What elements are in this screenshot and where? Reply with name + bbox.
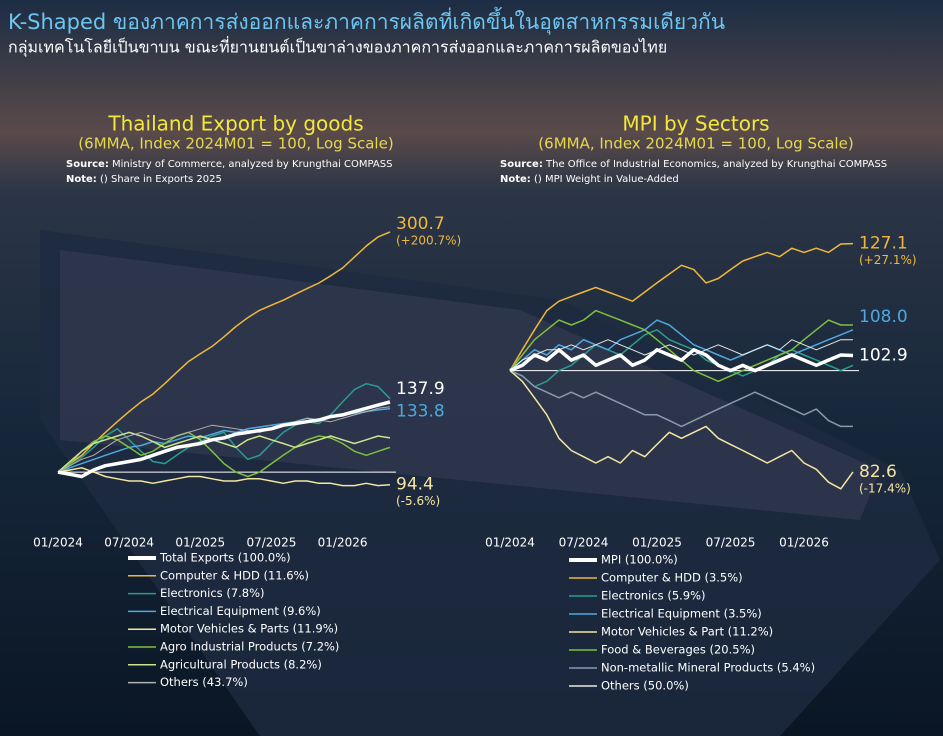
source: Source: The Office of Industrial Economi… xyxy=(500,159,887,170)
series-line xyxy=(57,382,391,473)
series-line xyxy=(57,400,391,479)
legend-label: Food & Beverages (20.5%) xyxy=(601,643,755,657)
note-text: () MPI Weight in Value-Added xyxy=(531,174,679,185)
series-line xyxy=(509,242,854,371)
legend-label: Agro Industrial Products (7.2%) xyxy=(160,640,339,654)
chart-title: MPI by Sectors xyxy=(622,112,769,136)
note-text: () Share in Exports 2025 xyxy=(97,174,222,185)
end-value-label: 137.9 xyxy=(396,379,445,399)
end-change-label: (+27.1%) xyxy=(859,253,917,267)
x-tick-label: 01/2025 xyxy=(632,536,682,550)
legend-label: Total Exports (100.0%) xyxy=(159,551,291,565)
x-tick-label: 01/2025 xyxy=(175,536,225,550)
series-line xyxy=(509,370,854,490)
series-line xyxy=(57,406,391,473)
source-label: Source: xyxy=(500,159,543,170)
end-value-label: 94.4 xyxy=(396,475,434,495)
chart-subtitle: (6MMA, Index 2024M01 = 100, Log Scale) xyxy=(78,135,393,153)
legend-label: Computer & HDD (11.6%) xyxy=(160,568,309,582)
legend-label: MPI (100.0%) xyxy=(601,553,678,567)
legend-label: Electronics (5.9%) xyxy=(601,589,706,603)
x-tick-label: 07/2024 xyxy=(104,536,154,550)
legend-label: Others (50.0%) xyxy=(601,679,689,693)
legend-label: Others (43.7%) xyxy=(160,675,248,689)
end-value-label: 300.7 xyxy=(396,214,445,234)
source-text: Ministry of Commerce, analyzed by Krungt… xyxy=(109,159,393,170)
legend-label: Computer & HDD (3.5%) xyxy=(601,571,743,585)
end-change-label: (-17.4%) xyxy=(859,481,911,495)
end-value-label: 102.9 xyxy=(859,345,908,365)
x-tick-label: 01/2026 xyxy=(779,536,829,550)
note: Note: () Share in Exports 2025 xyxy=(66,174,222,185)
source-text: The Office of Industrial Economics, anal… xyxy=(543,159,887,170)
end-change-label: (-5.6%) xyxy=(396,494,440,508)
legend-label: Motor Vehicles & Part (11.2%) xyxy=(601,625,773,639)
header-title: K-Shaped ของภาคการส่งออกและภาคการผลิตที่… xyxy=(8,7,725,35)
x-tick-label: 01/2024 xyxy=(33,536,83,550)
end-value-label: 82.6 xyxy=(859,462,897,482)
series-line xyxy=(509,329,854,388)
series-line xyxy=(57,467,391,487)
legend-label: Electrical Equipment (9.6%) xyxy=(160,604,321,618)
series-line xyxy=(57,431,391,473)
legend-label: Non-metallic Mineral Products (5.4%) xyxy=(601,661,815,675)
x-tick-label: 07/2025 xyxy=(706,536,756,550)
x-tick-label: 07/2024 xyxy=(559,536,609,550)
end-value-label: 133.8 xyxy=(396,402,445,422)
header-subtitle: กลุ่มเทคโนโลยีเป็นขาบน ขณะที่ยานยนต์เป็น… xyxy=(8,36,667,58)
source-label: Source: xyxy=(66,159,109,170)
series-line xyxy=(57,231,391,473)
series-line xyxy=(509,339,853,371)
x-tick-label: 01/2024 xyxy=(485,536,535,550)
series-line xyxy=(509,348,854,373)
series-line xyxy=(509,369,853,428)
chart-subtitle: (6MMA, Index 2024M01 = 100, Log Scale) xyxy=(538,135,853,153)
end-change-label: (+200.7%) xyxy=(396,234,461,248)
end-value-label: 108.0 xyxy=(859,307,908,327)
legend-label: Agricultural Products (8.2%) xyxy=(160,657,322,671)
source: Source: Ministry of Commerce, analyzed b… xyxy=(66,159,392,170)
chart-title: Thailand Export by goods xyxy=(107,112,363,136)
legend-label: Electronics (7.8%) xyxy=(160,586,265,600)
x-tick-label: 07/2025 xyxy=(246,536,296,550)
series-line xyxy=(509,319,854,372)
series-line xyxy=(57,431,391,478)
note: Note: () MPI Weight in Value-Added xyxy=(500,174,679,185)
note-label: Note: xyxy=(66,174,97,185)
x-tick-label: 01/2026 xyxy=(318,536,368,550)
legend-label: Motor Vehicles & Parts (11.9%) xyxy=(160,622,338,636)
legend-label: Electrical Equipment (3.5%) xyxy=(601,607,762,621)
containers xyxy=(60,250,880,520)
note-label: Note: xyxy=(500,174,531,185)
end-value-label: 127.1 xyxy=(859,234,908,254)
